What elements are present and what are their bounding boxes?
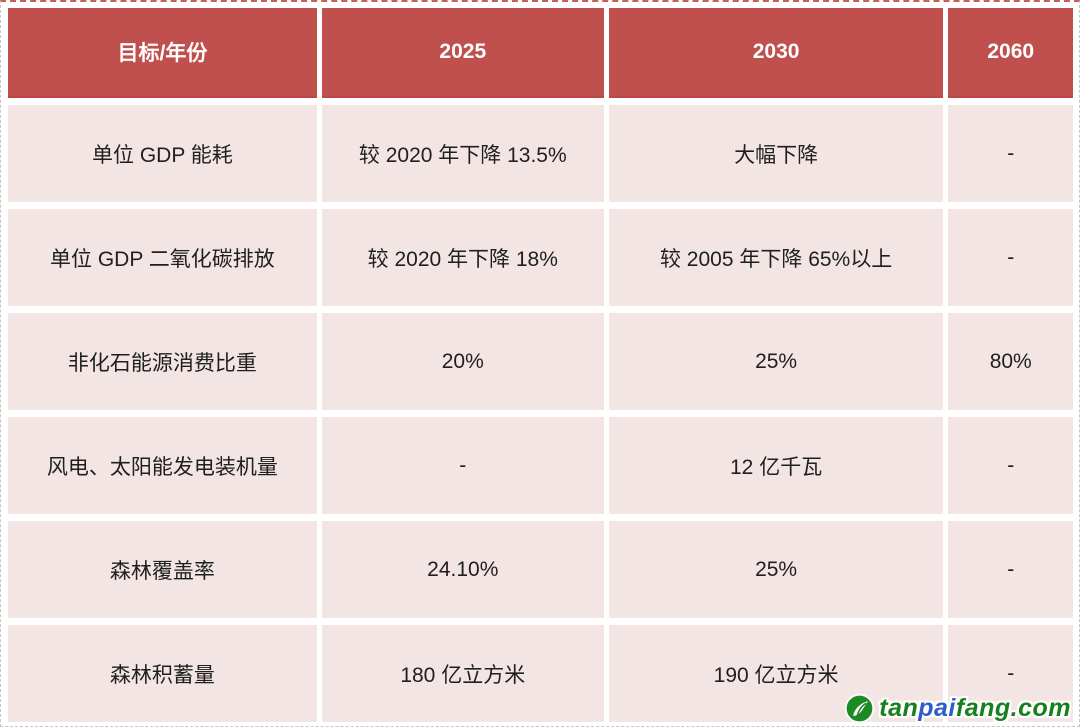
table-cell: 180 亿立方米 <box>321 625 604 722</box>
table-cell: 较 2005 年下降 65%以上 <box>608 209 944 306</box>
header-cell-2025: 2025 <box>321 8 604 98</box>
row-label-energy-per-gdp: 单位 GDP 能耗 <box>8 105 317 202</box>
targets-table: 目标/年份 2025 2030 2060 单位 GDP 能耗 较 2020 年下… <box>8 8 1073 722</box>
table-cell: - <box>321 417 604 514</box>
row-label-forest-stock: 森林积蓄量 <box>8 625 317 722</box>
header-cell-goal-year: 目标/年份 <box>8 8 317 98</box>
row-label-co2-per-gdp: 单位 GDP 二氧化碳排放 <box>8 209 317 306</box>
watermark-text-pai: pai <box>918 694 956 722</box>
tanpaifang-logo-icon <box>845 694 874 723</box>
table-cell: 大幅下降 <box>608 105 944 202</box>
table-cell: - <box>948 105 1073 202</box>
table-cell: - <box>948 625 1073 722</box>
header-cell-2060: 2060 <box>948 8 1073 98</box>
watermark-text-fang-com: fang.com <box>955 694 1071 722</box>
table-cell: 20% <box>321 313 604 410</box>
row-label-non-fossil-share: 非化石能源消费比重 <box>8 313 317 410</box>
table-cell: 12 亿千瓦 <box>608 417 944 514</box>
table-cell: 较 2020 年下降 18% <box>321 209 604 306</box>
table-cell: - <box>948 417 1073 514</box>
table-cell: 80% <box>948 313 1073 410</box>
table-cell: 24.10% <box>321 521 604 618</box>
table-cell: 25% <box>608 521 944 618</box>
row-label-wind-solar-capacity: 风电、太阳能发电装机量 <box>8 417 317 514</box>
watermark-text-tan: tan <box>879 694 919 722</box>
table-cell: 190 亿立方米 <box>608 625 944 722</box>
watermark-text: tanpaifang.com <box>879 694 1071 723</box>
header-cell-2030: 2030 <box>608 8 944 98</box>
table-cell: - <box>948 521 1073 618</box>
table-cell: 25% <box>608 313 944 410</box>
row-label-forest-coverage: 森林覆盖率 <box>8 521 317 618</box>
table-cell: 较 2020 年下降 13.5% <box>321 105 604 202</box>
table-cell: - <box>948 209 1073 306</box>
watermark: tanpaifang.com <box>845 694 1071 723</box>
